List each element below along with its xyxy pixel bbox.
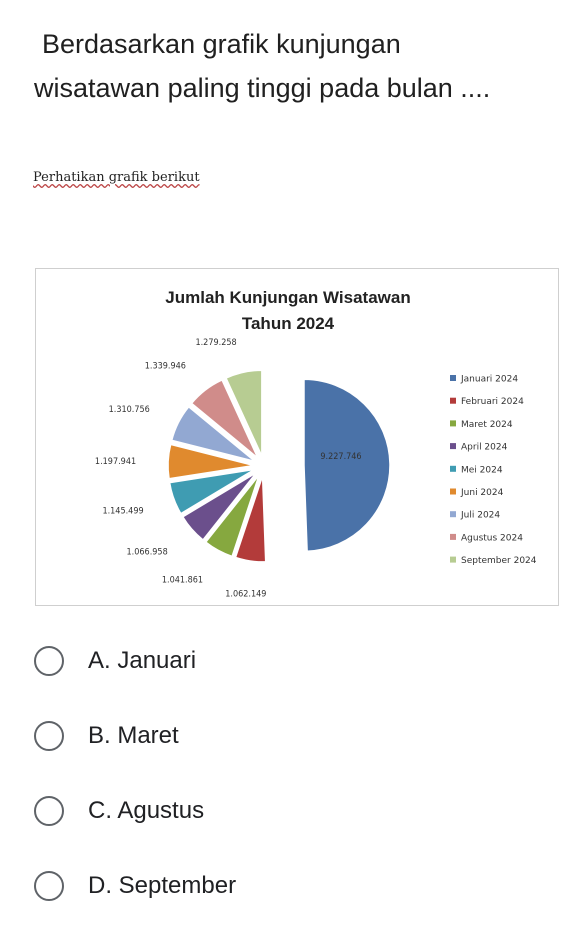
question-line-1: Berdasarkan grafik kunjungan [42,29,401,59]
question-line-2: wisatawan paling tinggi pada bulan .... [34,73,491,103]
data-label: 1.310.756 [109,405,150,415]
legend-entry: September 2024 [461,556,537,566]
option-d[interactable]: D. September [34,867,554,905]
option-b[interactable]: B. Maret [34,717,554,755]
pie-slice [303,378,391,552]
legend-swatch [450,533,456,540]
legend-swatch [450,511,456,518]
legend-swatch [450,397,456,404]
radio-button-icon[interactable] [34,796,64,826]
data-label: 1.279.258 [195,338,236,348]
pie-chart-svg: Jumlah Kunjungan Wisatawan Tahun 2024 9.22… [95,288,537,600]
pie-chart: Jumlah Kunjungan Wisatawan Tahun 2024 9.22… [35,268,559,606]
answer-options: A. Januari B. Maret C. Agustus D. Septem… [34,642,554,942]
legend-entry: Mei 2024 [461,465,503,475]
pie-slice [167,443,255,480]
pie-slice [168,468,255,515]
data-label: 1.145.499 [102,507,143,517]
radio-button-icon[interactable] [34,721,64,751]
option-label: D. September [88,872,237,899]
radio-button-icon[interactable] [34,646,64,676]
data-label: 1.066.958 [127,547,168,557]
option-c[interactable]: C. Agustus [34,792,554,830]
option-label: B. Maret [88,722,179,749]
option-label: A. Januari [88,647,197,674]
legend-entry: Juni 2024 [460,488,504,498]
legend-entry: Juli 2024 [460,511,500,521]
legend-entry: April 2024 [461,443,508,453]
legend-swatch [450,420,456,427]
pie-slice [170,405,256,463]
chart-subtitle: Tahun 2024 [242,314,335,333]
legend-swatch [450,488,456,495]
legend-swatch [450,556,456,563]
legend-swatch [450,465,456,472]
instruction-text: Perhatikan grafik berikut [33,170,200,185]
data-label: 1.041.861 [162,576,203,586]
chart-title: Jumlah Kunjungan Wisatawan [165,288,410,307]
legend-entry: Januari 2024 [460,375,518,385]
radio-button-icon[interactable] [34,871,64,901]
pie-slice [181,471,258,541]
legend-swatch [450,443,456,450]
question-text: Berdasarkan grafik kunjungan wisatawan p… [34,22,564,110]
data-label: 1.339.946 [145,362,186,372]
pie-slice [204,474,260,558]
data-label: 1.197.941 [95,457,136,467]
pie-slice [190,378,259,459]
legend-entry: Februari 2024 [461,397,524,407]
option-label: C. Agustus [88,797,205,824]
data-label: 1.062.149 [225,590,266,600]
legend-swatch [450,375,456,381]
pie-slice [234,475,267,563]
pie-slice [224,369,263,457]
option-a[interactable]: A. Januari [34,642,554,680]
legend-entry: Maret 2024 [461,420,513,430]
legend-entry: Agustus 2024 [461,533,523,543]
data-label: 9.227.746 [320,452,361,462]
